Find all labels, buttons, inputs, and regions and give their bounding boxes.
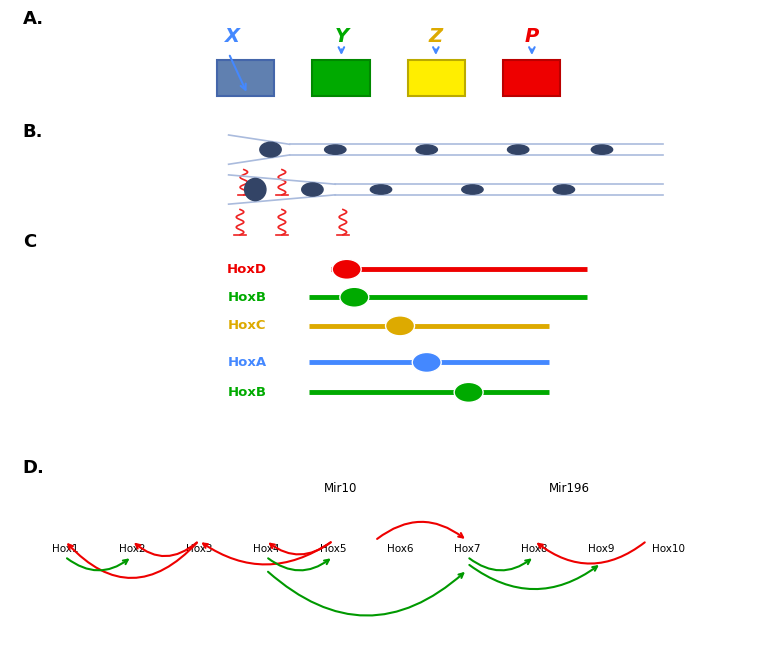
Ellipse shape (386, 316, 415, 336)
Ellipse shape (507, 145, 529, 154)
Text: HoxB: HoxB (228, 386, 267, 399)
Text: Hox5: Hox5 (320, 543, 346, 554)
Ellipse shape (370, 185, 392, 194)
Text: HoxB: HoxB (228, 291, 267, 304)
Ellipse shape (245, 178, 266, 201)
Ellipse shape (302, 183, 323, 196)
Text: HoxD: HoxD (227, 263, 267, 276)
Text: Hox2: Hox2 (119, 543, 145, 554)
Text: A.: A. (23, 10, 44, 28)
Ellipse shape (591, 145, 613, 154)
Text: Hox7: Hox7 (454, 543, 480, 554)
Text: X: X (225, 27, 240, 46)
Text: Z: Z (429, 27, 443, 46)
Text: Hox3: Hox3 (186, 543, 212, 554)
Text: Hox1: Hox1 (52, 543, 78, 554)
Ellipse shape (332, 259, 361, 279)
Ellipse shape (340, 287, 369, 307)
Ellipse shape (325, 145, 346, 154)
FancyBboxPatch shape (217, 60, 274, 96)
Text: Hox4: Hox4 (253, 543, 279, 554)
Text: Mir10: Mir10 (324, 482, 357, 495)
Text: D.: D. (23, 459, 45, 477)
Text: C: C (23, 233, 36, 251)
Text: Hox10: Hox10 (652, 543, 685, 554)
Ellipse shape (454, 382, 483, 402)
Ellipse shape (462, 185, 483, 194)
Ellipse shape (416, 145, 437, 154)
Text: B.: B. (23, 123, 43, 141)
Ellipse shape (412, 352, 441, 372)
FancyBboxPatch shape (408, 60, 465, 96)
Text: Hox9: Hox9 (588, 543, 614, 554)
Ellipse shape (553, 185, 575, 194)
Text: Mir196: Mir196 (549, 482, 590, 495)
Text: HoxA: HoxA (228, 356, 267, 369)
FancyBboxPatch shape (312, 60, 370, 96)
Text: P: P (525, 27, 539, 46)
Text: Y: Y (335, 27, 348, 46)
Text: Hox6: Hox6 (387, 543, 413, 554)
Text: HoxC: HoxC (228, 319, 267, 332)
FancyBboxPatch shape (503, 60, 560, 96)
Ellipse shape (260, 142, 281, 157)
Text: Hox8: Hox8 (521, 543, 547, 554)
